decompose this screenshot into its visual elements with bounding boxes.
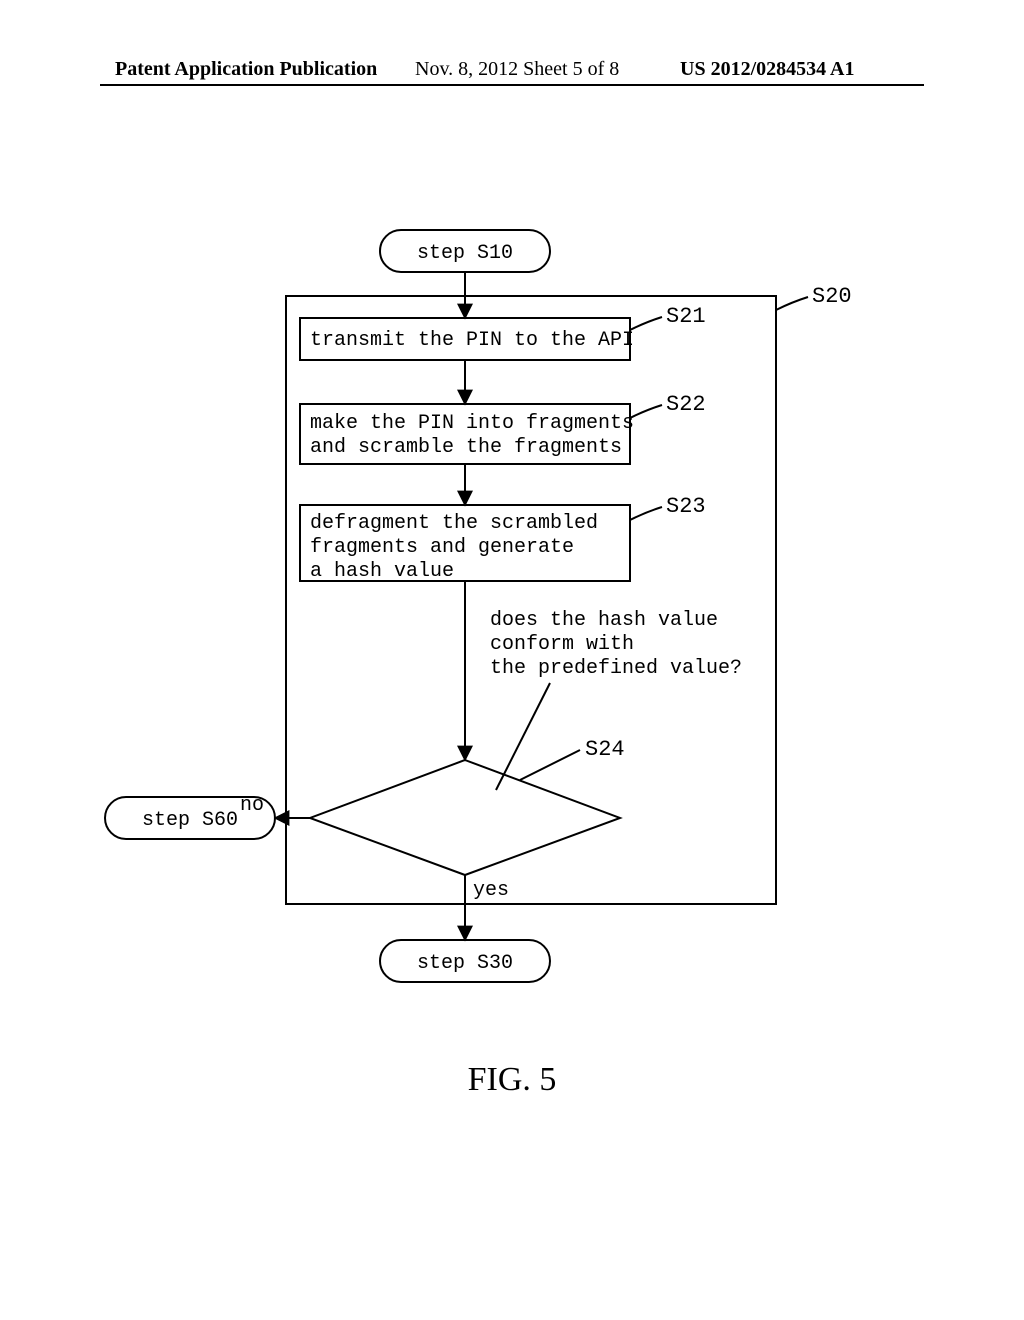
s23-label: S23 [666, 494, 706, 519]
s22-leader [630, 405, 662, 418]
node-s30-text: step S30 [417, 952, 513, 975]
node-s23-text-l1: defragment the scrambled [310, 512, 598, 535]
edge-yes-label: yes [473, 879, 509, 902]
s24-leader [520, 750, 580, 780]
node-s10: step S10 [380, 230, 550, 272]
container-label: S20 [812, 284, 852, 309]
s24-question-l3: the predefined value? [490, 657, 742, 680]
node-s22: make the PIN into fragments and scramble… [300, 404, 634, 464]
node-s10-text: step S10 [417, 242, 513, 265]
container-s20 [286, 296, 776, 904]
node-s21-text: transmit the PIN to the API [310, 329, 634, 352]
figure-label: FIG. 5 [468, 1061, 557, 1098]
s24-question-l1: does the hash value [490, 609, 718, 632]
flowchart-canvas: S20 step S10 transmit the PIN to the API… [0, 0, 1024, 1320]
node-s22-text-l2: and scramble the fragments [310, 436, 622, 459]
node-s22-text-l1: make the PIN into fragments [310, 412, 634, 435]
s21-leader [630, 317, 662, 330]
node-s21: transmit the PIN to the API [300, 318, 634, 360]
node-s30: step S30 [380, 940, 550, 982]
s21-label: S21 [666, 304, 706, 329]
container-label-leader [776, 297, 808, 310]
node-s23-text-l2: fragments and generate [310, 536, 574, 559]
s24-label: S24 [585, 737, 625, 762]
node-s23: defragment the scrambled fragments and g… [300, 505, 630, 583]
node-s23-text-l3: a hash value [310, 560, 454, 583]
node-s60-text: step S60 [142, 809, 238, 832]
s22-label: S22 [666, 392, 706, 417]
node-s24 [310, 760, 620, 875]
s24-question-l2: conform with [490, 633, 634, 656]
s23-leader [630, 507, 662, 520]
